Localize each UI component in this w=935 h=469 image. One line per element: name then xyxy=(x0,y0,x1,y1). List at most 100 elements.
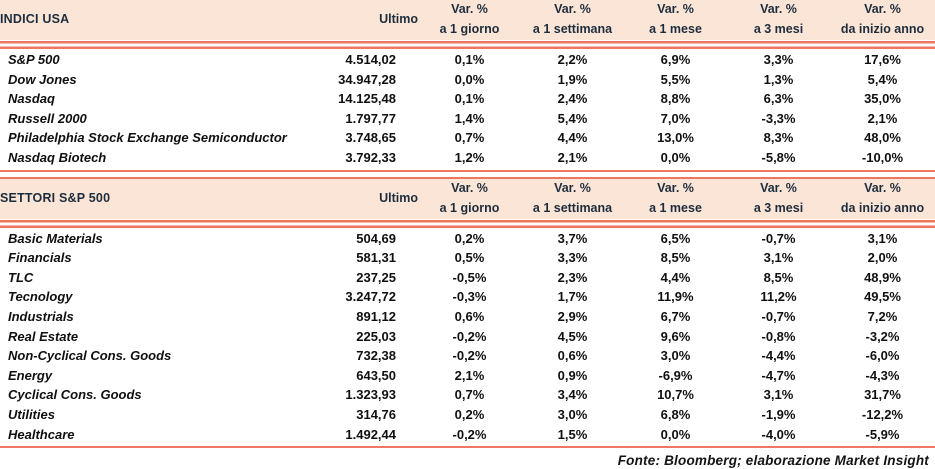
row-label: Energy xyxy=(8,367,53,383)
double-rule xyxy=(0,218,935,229)
ultimo-value: 3.748,65 xyxy=(345,130,396,146)
var-value: 3,1% xyxy=(763,250,794,266)
var-value: 3,1% xyxy=(763,387,794,403)
var-value: 0,2% xyxy=(454,230,485,246)
var-value: 48,0% xyxy=(864,130,901,146)
var-percent-header: Var. % xyxy=(727,0,830,20)
row-label: Cyclical Cons. Goods xyxy=(8,387,142,403)
var-value: 8,8% xyxy=(660,91,691,107)
var-value: -6,9% xyxy=(658,367,693,383)
table-row: Nasdaq Biotech 3.792,33 1,2% 2,1% 0,0% -5,8% -… xyxy=(0,147,935,172)
var-value: 35,0% xyxy=(864,91,901,107)
ultimo-value: 643,50 xyxy=(356,367,396,383)
row-label: Non-Cyclical Cons. Goods xyxy=(8,348,172,364)
row-label: Industrials xyxy=(8,308,74,324)
var-value: 11,2% xyxy=(760,289,797,305)
var-percent-header: Var. % xyxy=(830,0,935,20)
var-value: 49,5% xyxy=(864,289,901,305)
var-value: 3,3% xyxy=(557,250,588,266)
ultimo-value: 581,31 xyxy=(356,250,396,266)
var-value: -0,7% xyxy=(761,230,796,246)
var-value: 17,6% xyxy=(864,52,901,67)
row-label: Philadelphia Stock Exchange Semiconducto… xyxy=(8,130,287,146)
var-value: -4,3% xyxy=(865,367,900,383)
var-value: -0,2% xyxy=(452,348,487,364)
var-value: 0,1% xyxy=(454,91,485,107)
var-value: 0,5% xyxy=(454,250,485,266)
row-label: Healthcare xyxy=(0,424,305,449)
var-value: 1,7% xyxy=(557,289,588,305)
table-row: S&P 500 4.514,02 0,1% 2,2% 6,9% 3,3% 17,6% xyxy=(0,50,935,70)
table-row: Energy 643,50 2,1% 0,9% -6,9% -4,7% -4,3% xyxy=(0,366,935,386)
var-percent-header: Var. % xyxy=(830,176,935,199)
var-value: 4,4% xyxy=(557,130,588,146)
var-value: -0,5% xyxy=(452,269,487,285)
header-separator-row xyxy=(0,40,935,50)
header-separator-row xyxy=(0,218,935,229)
row-label: Basic Materials xyxy=(8,230,103,246)
ultimo-value: 1.323,93 xyxy=(345,387,396,403)
section-title: INDICI USA xyxy=(0,0,305,40)
table-row: Healthcare 1.492,44 -0,2% 1,5% 0,0% -4,0% -5,9… xyxy=(0,424,935,449)
var-value: 1,5% xyxy=(521,424,624,449)
ultimo-value: 314,76 xyxy=(356,406,396,422)
ultimo-value: 1.797,77 xyxy=(345,110,396,126)
var-value: 6,3% xyxy=(763,91,794,107)
ultimo-value: 732,38 xyxy=(356,348,396,364)
var-percent-header: Var. % xyxy=(521,176,624,199)
var-value: 0,2% xyxy=(454,406,485,422)
var-value: -10,0% xyxy=(830,147,935,172)
row-label: S&P 500 xyxy=(8,52,60,67)
period-header: a 1 mese xyxy=(624,198,727,219)
var-value: -4,0% xyxy=(727,424,830,449)
var-value: 1,2% xyxy=(418,147,521,172)
var-value: 0,7% xyxy=(454,130,485,146)
table-row: TLC 237,25 -0,5% 2,3% 4,4% 8,5% 48,9% xyxy=(0,268,935,288)
table-row: Financials 581,31 0,5% 3,3% 8,5% 3,1% 2,0% xyxy=(0,248,935,268)
row-label: Utilities xyxy=(8,406,55,422)
var-value: 2,1% xyxy=(867,110,898,126)
var-value: 2,2% xyxy=(557,52,588,67)
var-value: 2,4% xyxy=(557,91,588,107)
row-label: Nasdaq Biotech xyxy=(0,147,305,172)
var-value: 13,0% xyxy=(657,130,694,146)
header-period-row: a 1 giorno a 1 settimana a 1 mese a 3 mesi d… xyxy=(0,20,935,40)
var-value: 6,7% xyxy=(660,308,691,324)
var-value: -0,3% xyxy=(452,289,487,305)
var-value: 3,4% xyxy=(557,387,588,403)
period-header: da inizio anno xyxy=(830,198,935,219)
ultimo-value: 237,25 xyxy=(356,269,396,285)
ultimo-value: 891,12 xyxy=(356,308,396,324)
var-value: -0,8% xyxy=(761,328,796,344)
var-value: -1,9% xyxy=(761,406,796,422)
var-value: 7,0% xyxy=(660,110,691,126)
double-rule xyxy=(0,40,935,50)
var-value: 7,2% xyxy=(867,308,898,324)
table-row: Nasdaq 14.125,48 0,1% 2,4% 8,8% 6,3% 35,0% xyxy=(0,89,935,109)
var-value: 2,9% xyxy=(557,308,588,324)
var-percent-header: Var. % xyxy=(521,0,624,20)
var-percent-header: Var. % xyxy=(418,176,521,199)
var-value: -0,2% xyxy=(418,424,521,449)
var-value: 5,4% xyxy=(867,71,898,87)
section-title: SETTORI S&P 500 xyxy=(0,176,305,219)
table-row: Industrials 891,12 0,6% 2,9% 6,7% -0,7% 7,2% xyxy=(0,307,935,327)
market-table: INDICI USA Ultimo Var. % Var. % Var. % Var. %… xyxy=(0,0,935,172)
var-value: 3,0% xyxy=(660,348,691,364)
period-header: a 1 giorno xyxy=(418,198,521,219)
row-label: Nasdaq xyxy=(8,91,55,107)
var-value: 0,0% xyxy=(454,71,485,87)
var-value: -5,8% xyxy=(727,147,830,172)
ultimo-value: 14.125,48 xyxy=(338,91,396,107)
var-value: 3,1% xyxy=(867,230,898,246)
var-percent-header: Var. % xyxy=(727,176,830,199)
var-value: 5,4% xyxy=(557,110,588,126)
period-header: a 1 settimana xyxy=(521,198,624,219)
var-value: -0,7% xyxy=(761,308,796,324)
row-label: Russell 2000 xyxy=(8,110,87,126)
period-header: a 3 mesi xyxy=(727,198,830,219)
var-value: -4,4% xyxy=(761,348,796,364)
row-label: TLC xyxy=(8,269,34,285)
var-value: 2,0% xyxy=(867,250,898,266)
